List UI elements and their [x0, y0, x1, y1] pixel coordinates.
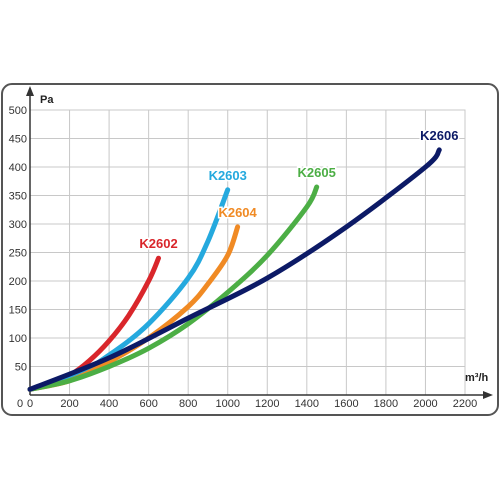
- y-tick-label: 200: [9, 276, 27, 288]
- y-tick-label: 150: [9, 305, 27, 317]
- origin-label: 0: [17, 398, 23, 410]
- series-label: K2602: [139, 236, 177, 251]
- series-label: K2605: [298, 165, 336, 180]
- x-tick-label: 200: [60, 398, 78, 410]
- y-tick-label: 250: [9, 248, 27, 260]
- y-tick-label: 400: [9, 162, 27, 174]
- y-axis-unit: Pa: [40, 94, 54, 106]
- y-tick-label: 350: [9, 191, 27, 203]
- x-tick-label: 1200: [255, 398, 279, 410]
- series-line: [27, 147, 442, 392]
- x-tick-label: 1000: [215, 398, 239, 410]
- y-tick-label: 100: [9, 333, 27, 345]
- series-line: [27, 184, 320, 392]
- series-label: K2606: [420, 128, 458, 143]
- x-axis-unit: m³/h: [465, 372, 489, 384]
- y-tick-label: 300: [9, 219, 27, 231]
- x-tick-label: 600: [139, 398, 157, 410]
- x-tick-label: 400: [100, 398, 118, 410]
- y-tick-label: 450: [9, 134, 27, 146]
- x-tick-label: 2000: [413, 398, 437, 410]
- x-tick-label: 1600: [334, 398, 358, 410]
- axes: 0 200 400 600 800 1000 1200 1400 1600 1800 2000 220…: [9, 86, 493, 410]
- series-label: K2604: [218, 205, 257, 220]
- y-axis-arrow: [26, 86, 34, 96]
- x-axis-arrow: [483, 391, 493, 399]
- y-tick-label: 500: [9, 105, 27, 117]
- grid: [29, 109, 466, 396]
- x-tick-label: 2200: [453, 398, 477, 410]
- x-tick-label: 800: [179, 398, 197, 410]
- series-layer: K2602 K2603 K2604 K2605 K2606: [27, 126, 460, 392]
- x-tick-label: 1800: [374, 398, 398, 410]
- y-tick-label: 50: [15, 362, 27, 374]
- x-tick-label: 0: [27, 398, 33, 410]
- x-tick-label: 1400: [295, 398, 319, 410]
- series-label: K2603: [209, 168, 247, 183]
